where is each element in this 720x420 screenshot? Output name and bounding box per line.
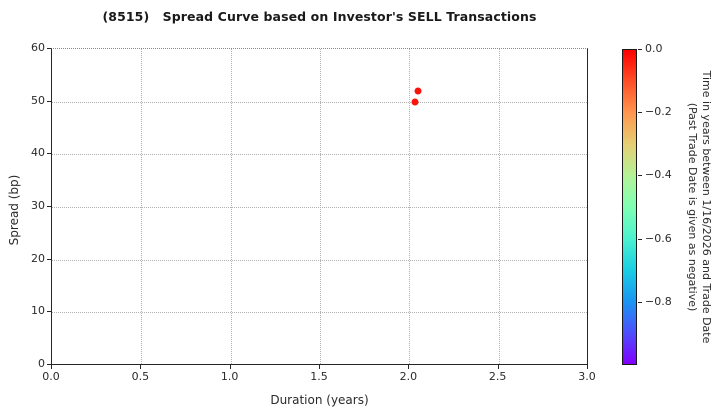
x-tick-mark	[497, 365, 499, 369]
plot-area	[51, 48, 588, 365]
colorbar-tick-mark	[638, 238, 642, 240]
y-tick-mark	[47, 100, 51, 102]
colorbar-label-line2: (Past Trade Date is given as negative)	[686, 102, 699, 312]
x-gridline	[230, 49, 232, 364]
colorbar-label-line1: Time in years between 1/16/2026 and Trad…	[700, 70, 713, 344]
x-gridline	[141, 49, 143, 364]
colorbar-tick-label: −0.2	[645, 105, 672, 119]
x-tick-label: 0.0	[42, 370, 60, 383]
x-tick-label: 0.5	[131, 370, 150, 383]
x-tick-label: 2.0	[399, 370, 418, 383]
colorbar-tick-mark	[638, 49, 642, 50]
y-tick-mark	[47, 48, 51, 49]
x-gridline	[320, 49, 321, 364]
y-tick-label: 20	[31, 251, 45, 265]
x-gridline	[498, 49, 500, 364]
colorbar-tick-label: −0.4	[645, 168, 672, 182]
y-tick-mark	[47, 153, 51, 155]
colorbar-tick-label: −0.8	[645, 294, 672, 308]
x-tick-mark	[408, 365, 410, 369]
y-tick-label: 10	[31, 304, 45, 318]
y-gridline	[52, 259, 587, 261]
x-tick-label: 3.0	[578, 370, 596, 383]
colorbar	[622, 49, 637, 365]
colorbar-tick-mark	[638, 301, 642, 303]
x-tick-mark	[319, 365, 320, 369]
x-tick-label: 1.0	[220, 370, 239, 383]
y-tick-mark	[47, 258, 51, 260]
x-axis-label: Duration (years)	[270, 393, 369, 407]
y-tick-label: 0	[38, 357, 45, 370]
y-tick-mark	[47, 311, 51, 313]
x-tick-mark	[587, 365, 588, 369]
x-tick-label: 2.5	[488, 370, 507, 383]
colorbar-label: Time in years between 1/16/2026 and Trad…	[685, 71, 713, 344]
data-point	[414, 87, 422, 95]
colorbar-tick-label: −0.6	[645, 231, 672, 245]
x-tick-mark	[51, 365, 52, 369]
y-gridline	[52, 101, 587, 103]
y-tick-label: 40	[31, 146, 45, 160]
y-axis-label: Spread (bp)	[7, 174, 21, 246]
y-tick-mark	[47, 206, 51, 207]
y-tick-mark	[47, 364, 51, 365]
y-tick-label: 50	[31, 93, 45, 107]
y-gridline	[52, 312, 587, 314]
data-point	[411, 98, 419, 106]
colorbar-tick-mark	[638, 175, 642, 177]
x-tick-mark	[140, 365, 142, 369]
x-tick-label: 1.5	[310, 370, 328, 383]
y-tick-label: 60	[31, 41, 45, 54]
y-gridline	[52, 154, 587, 156]
y-tick-label: 30	[31, 199, 45, 212]
x-tick-mark	[229, 365, 231, 369]
colorbar-tick-label: 0.0	[645, 42, 663, 55]
x-gridline	[409, 49, 411, 364]
chart-title: (8515) Spread Curve based on Investor's …	[102, 9, 537, 24]
y-gridline	[52, 207, 587, 208]
colorbar-tick-mark	[638, 112, 642, 114]
